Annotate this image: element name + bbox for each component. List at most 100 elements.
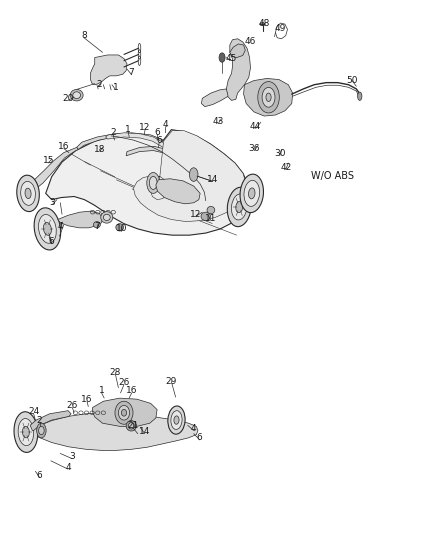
Text: 36: 36	[248, 144, 259, 153]
Ellipse shape	[146, 173, 159, 193]
Ellipse shape	[173, 416, 179, 424]
Polygon shape	[243, 78, 292, 116]
Text: 49: 49	[274, 25, 285, 34]
Ellipse shape	[248, 188, 254, 199]
Text: 15: 15	[42, 157, 54, 165]
Ellipse shape	[39, 214, 56, 243]
Text: 6: 6	[156, 135, 162, 144]
Text: 20: 20	[62, 94, 74, 103]
Ellipse shape	[34, 208, 60, 250]
Ellipse shape	[37, 423, 46, 438]
Text: 24: 24	[28, 407, 39, 416]
Text: 18: 18	[94, 145, 106, 154]
Text: 29: 29	[165, 377, 177, 386]
Ellipse shape	[167, 406, 185, 434]
Ellipse shape	[149, 176, 157, 189]
Text: 26: 26	[67, 401, 78, 410]
Text: 6: 6	[154, 128, 160, 138]
Text: 6: 6	[37, 471, 42, 480]
Ellipse shape	[14, 412, 38, 453]
Ellipse shape	[103, 214, 110, 221]
Ellipse shape	[17, 175, 39, 212]
Ellipse shape	[43, 222, 51, 235]
Text: 7: 7	[128, 68, 134, 77]
Ellipse shape	[116, 224, 123, 231]
Polygon shape	[126, 147, 194, 175]
Polygon shape	[46, 130, 248, 235]
Text: 1: 1	[99, 386, 104, 395]
Text: 2: 2	[37, 416, 42, 425]
Ellipse shape	[170, 411, 182, 430]
Text: 4: 4	[162, 120, 168, 129]
Polygon shape	[201, 89, 228, 107]
Text: 28: 28	[110, 368, 121, 376]
Ellipse shape	[126, 421, 136, 431]
Ellipse shape	[244, 180, 259, 206]
Text: 16: 16	[58, 142, 69, 151]
Polygon shape	[28, 148, 78, 193]
Ellipse shape	[22, 426, 29, 438]
Ellipse shape	[227, 187, 251, 227]
Polygon shape	[77, 133, 163, 149]
Polygon shape	[58, 211, 102, 228]
Ellipse shape	[21, 181, 35, 205]
Ellipse shape	[207, 206, 214, 214]
Text: W/O ABS: W/O ABS	[310, 171, 353, 181]
Ellipse shape	[257, 82, 279, 113]
Text: 12: 12	[139, 123, 150, 132]
Ellipse shape	[70, 90, 83, 101]
Text: 42: 42	[279, 163, 291, 172]
Text: 16: 16	[126, 386, 137, 395]
Ellipse shape	[128, 423, 134, 429]
Text: 12: 12	[190, 210, 201, 219]
Polygon shape	[133, 131, 246, 222]
Text: 48: 48	[258, 19, 269, 28]
Ellipse shape	[201, 212, 210, 221]
Ellipse shape	[219, 53, 225, 62]
Ellipse shape	[235, 201, 242, 213]
Text: 44: 44	[250, 122, 261, 131]
Text: 6: 6	[196, 433, 202, 442]
Text: 45: 45	[225, 54, 237, 63]
Ellipse shape	[93, 222, 100, 228]
Text: 8: 8	[81, 31, 87, 40]
Ellipse shape	[357, 92, 361, 100]
Text: 4: 4	[191, 424, 196, 433]
Polygon shape	[155, 179, 200, 204]
Text: 3: 3	[69, 452, 75, 461]
Text: 14: 14	[206, 175, 218, 184]
Ellipse shape	[265, 93, 271, 101]
Text: 4: 4	[65, 463, 71, 472]
Polygon shape	[105, 133, 207, 179]
Text: 11: 11	[205, 214, 216, 223]
Text: 21: 21	[127, 421, 138, 430]
Polygon shape	[30, 410, 71, 431]
Text: 6: 6	[49, 237, 54, 246]
Ellipse shape	[73, 92, 80, 99]
Ellipse shape	[259, 22, 265, 26]
Text: 30: 30	[273, 149, 285, 158]
Ellipse shape	[101, 212, 113, 223]
Text: 3: 3	[49, 198, 55, 207]
Text: 26: 26	[118, 378, 129, 387]
Ellipse shape	[240, 174, 263, 213]
Text: 1: 1	[125, 125, 131, 134]
Text: 4: 4	[57, 222, 63, 231]
Polygon shape	[90, 55, 127, 85]
Text: 14: 14	[139, 427, 150, 436]
Text: 7: 7	[94, 222, 99, 231]
Polygon shape	[34, 413, 198, 450]
Polygon shape	[226, 39, 250, 100]
Ellipse shape	[121, 409, 126, 416]
Text: 46: 46	[244, 37, 256, 46]
Text: 16: 16	[81, 394, 92, 403]
Ellipse shape	[39, 426, 44, 435]
Polygon shape	[92, 398, 157, 426]
Ellipse shape	[115, 401, 133, 424]
Polygon shape	[230, 44, 245, 58]
Ellipse shape	[118, 406, 129, 420]
Text: 2: 2	[96, 80, 102, 89]
Text: 1: 1	[112, 83, 118, 92]
Ellipse shape	[25, 188, 31, 199]
Text: 43: 43	[212, 117, 224, 126]
